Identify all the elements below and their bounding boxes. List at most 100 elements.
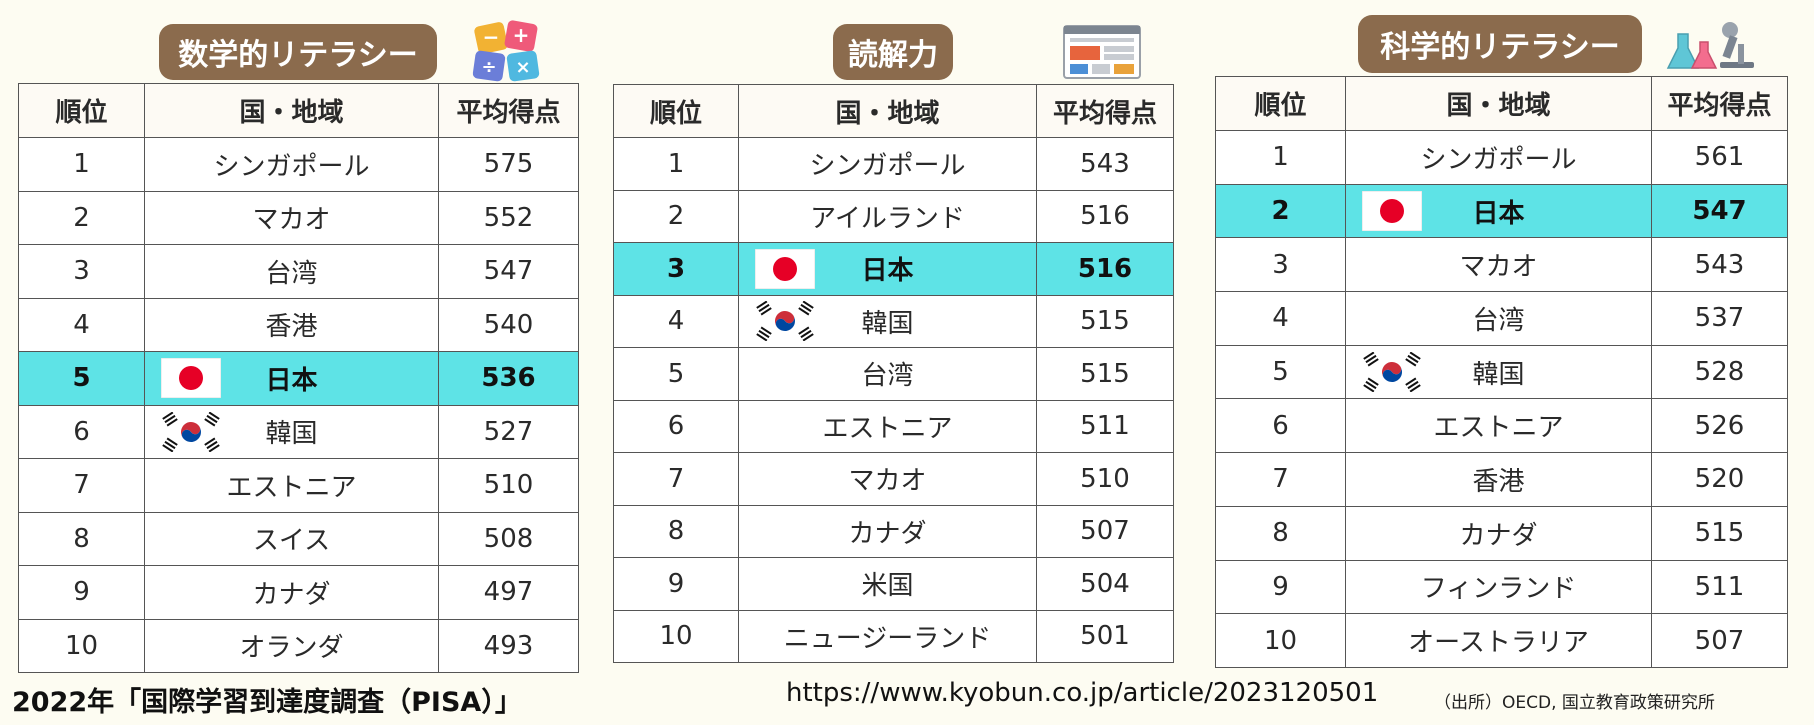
table-row: 9 フィンランド 511 bbox=[1215, 559, 1788, 615]
lab-flask-microscope-icon bbox=[1666, 22, 1754, 69]
table-row: 7 エストニア 510 bbox=[18, 458, 579, 513]
score-cell: 561 bbox=[1651, 130, 1788, 185]
rank-cell: 10 bbox=[613, 609, 739, 663]
rank-cell: 9 bbox=[1215, 559, 1346, 615]
header-score: 平均得点 bbox=[438, 83, 579, 138]
country-cell: 香港 bbox=[1345, 452, 1652, 507]
rank-cell: 6 bbox=[1215, 398, 1346, 454]
table-row: 1 シンガポール 561 bbox=[1215, 130, 1788, 185]
score-cell: 507 bbox=[1651, 613, 1788, 668]
table-row: 3 日本 516 bbox=[613, 242, 1174, 296]
table-row: 9 カナダ 497 bbox=[18, 565, 579, 620]
country-name: カナダ bbox=[252, 579, 331, 610]
table-row: 1 シンガポール 543 bbox=[613, 137, 1174, 191]
country-name: シンガポール bbox=[213, 151, 370, 182]
country-name: 日本 bbox=[265, 365, 318, 396]
country-cell: シンガポール bbox=[738, 137, 1037, 191]
country-name: 韓国 bbox=[265, 419, 318, 450]
score-cell: 543 bbox=[1651, 237, 1788, 293]
math-symbols-icon: − + ÷ × bbox=[472, 20, 540, 82]
table-row: 9 米国 504 bbox=[613, 557, 1174, 611]
rank-cell: 4 bbox=[1215, 291, 1346, 346]
header-rank: 順位 bbox=[613, 84, 739, 138]
score-cell: 526 bbox=[1651, 398, 1788, 454]
header-country: 国・地域 bbox=[738, 84, 1037, 138]
rank-cell: 8 bbox=[613, 504, 739, 558]
rank-cell: 5 bbox=[18, 351, 145, 406]
score-cell: 528 bbox=[1651, 344, 1788, 400]
country-name: オーストラリア bbox=[1408, 628, 1589, 659]
score-cell: 520 bbox=[1651, 452, 1788, 507]
rank-cell: 1 bbox=[18, 137, 145, 192]
header-country: 国・地域 bbox=[1345, 76, 1652, 131]
table-row: 8 カナダ 507 bbox=[613, 504, 1174, 558]
country-cell: 日本 bbox=[1345, 183, 1652, 239]
country-name: 香港 bbox=[1472, 466, 1525, 497]
rank-cell: 8 bbox=[1215, 505, 1346, 561]
country-name: マカオ bbox=[252, 205, 331, 236]
score-cell: 493 bbox=[438, 618, 579, 673]
table-row: 7 香港 520 bbox=[1215, 452, 1788, 507]
country-cell: スイス bbox=[144, 511, 439, 566]
score-cell: 552 bbox=[438, 190, 579, 245]
country-name: フィンランド bbox=[1420, 574, 1577, 605]
math-ranking-table: 順位 国・地域 平均得点 1 シンガポール 575 2 マカオ 552 3 台湾 547 4 香港 5… bbox=[18, 83, 579, 673]
source-url: https://www.kyobun.co.jp/article/2023120… bbox=[786, 678, 1379, 708]
country-cell: アイルランド bbox=[738, 189, 1037, 243]
table-row: 5 日本 536 bbox=[18, 351, 579, 406]
header-rank: 順位 bbox=[1215, 76, 1346, 131]
rank-cell: 3 bbox=[18, 244, 145, 299]
country-name: 日本 bbox=[1472, 198, 1525, 229]
score-cell: 511 bbox=[1036, 399, 1174, 453]
rank-cell: 2 bbox=[1215, 183, 1346, 239]
table-row: 2 日本 547 bbox=[1215, 183, 1788, 239]
table-row: 10 ニュージーランド 501 bbox=[613, 609, 1174, 663]
score-cell: 511 bbox=[1651, 559, 1788, 615]
country-name: マカオ bbox=[848, 466, 927, 497]
country-cell: エストニア bbox=[144, 458, 439, 513]
score-cell: 540 bbox=[438, 297, 579, 352]
score-cell: 515 bbox=[1036, 294, 1174, 348]
score-cell: 516 bbox=[1036, 242, 1174, 296]
table-row: 8 カナダ 515 bbox=[1215, 505, 1788, 561]
table-row: 10 オランダ 493 bbox=[18, 618, 579, 673]
country-cell: カナダ bbox=[1345, 505, 1652, 561]
rank-cell: 10 bbox=[1215, 613, 1346, 668]
country-cell: 台湾 bbox=[738, 347, 1037, 401]
score-cell: 543 bbox=[1036, 137, 1174, 191]
rank-cell: 7 bbox=[613, 452, 739, 506]
korea-flag-icon bbox=[755, 301, 815, 342]
country-name: エストニア bbox=[822, 413, 953, 444]
score-cell: 501 bbox=[1036, 609, 1174, 663]
country-cell: オーストラリア bbox=[1345, 613, 1652, 668]
country-cell: 台湾 bbox=[144, 244, 439, 299]
score-cell: 510 bbox=[1036, 452, 1174, 506]
country-cell: フィンランド bbox=[1345, 559, 1652, 615]
science-ranking-table: 順位 国・地域 平均得点 1 シンガポール 561 2 日本 547 3 マカオ 543 4 台湾 5… bbox=[1215, 76, 1788, 668]
header-score: 平均得点 bbox=[1036, 84, 1174, 138]
score-cell: 515 bbox=[1036, 347, 1174, 401]
country-name: 香港 bbox=[265, 312, 318, 343]
country-cell: シンガポール bbox=[144, 137, 439, 192]
rank-cell: 3 bbox=[1215, 237, 1346, 293]
header-score: 平均得点 bbox=[1651, 76, 1788, 131]
country-cell: 香港 bbox=[144, 297, 439, 352]
country-cell: 米国 bbox=[738, 557, 1037, 611]
table-row: 4 香港 540 bbox=[18, 297, 579, 352]
country-name: エストニア bbox=[226, 472, 357, 503]
table-row: 8 スイス 508 bbox=[18, 511, 579, 566]
rank-cell: 7 bbox=[1215, 452, 1346, 507]
score-cell: 547 bbox=[438, 244, 579, 299]
country-cell: カナダ bbox=[738, 504, 1037, 558]
country-cell: 韓国 bbox=[1345, 344, 1652, 400]
math-title-badge: 数学的リテラシー bbox=[159, 24, 437, 80]
score-cell: 504 bbox=[1036, 557, 1174, 611]
country-name: 台湾 bbox=[265, 258, 318, 289]
table-row: 4 台湾 537 bbox=[1215, 291, 1788, 346]
table-row: 2 アイルランド 516 bbox=[613, 189, 1174, 243]
rank-cell: 3 bbox=[613, 242, 739, 296]
country-name: マカオ bbox=[1459, 252, 1538, 283]
country-cell: オランダ bbox=[144, 618, 439, 673]
table-row: 6 韓国 527 bbox=[18, 404, 579, 459]
table-row: 6 エストニア 511 bbox=[613, 399, 1174, 453]
